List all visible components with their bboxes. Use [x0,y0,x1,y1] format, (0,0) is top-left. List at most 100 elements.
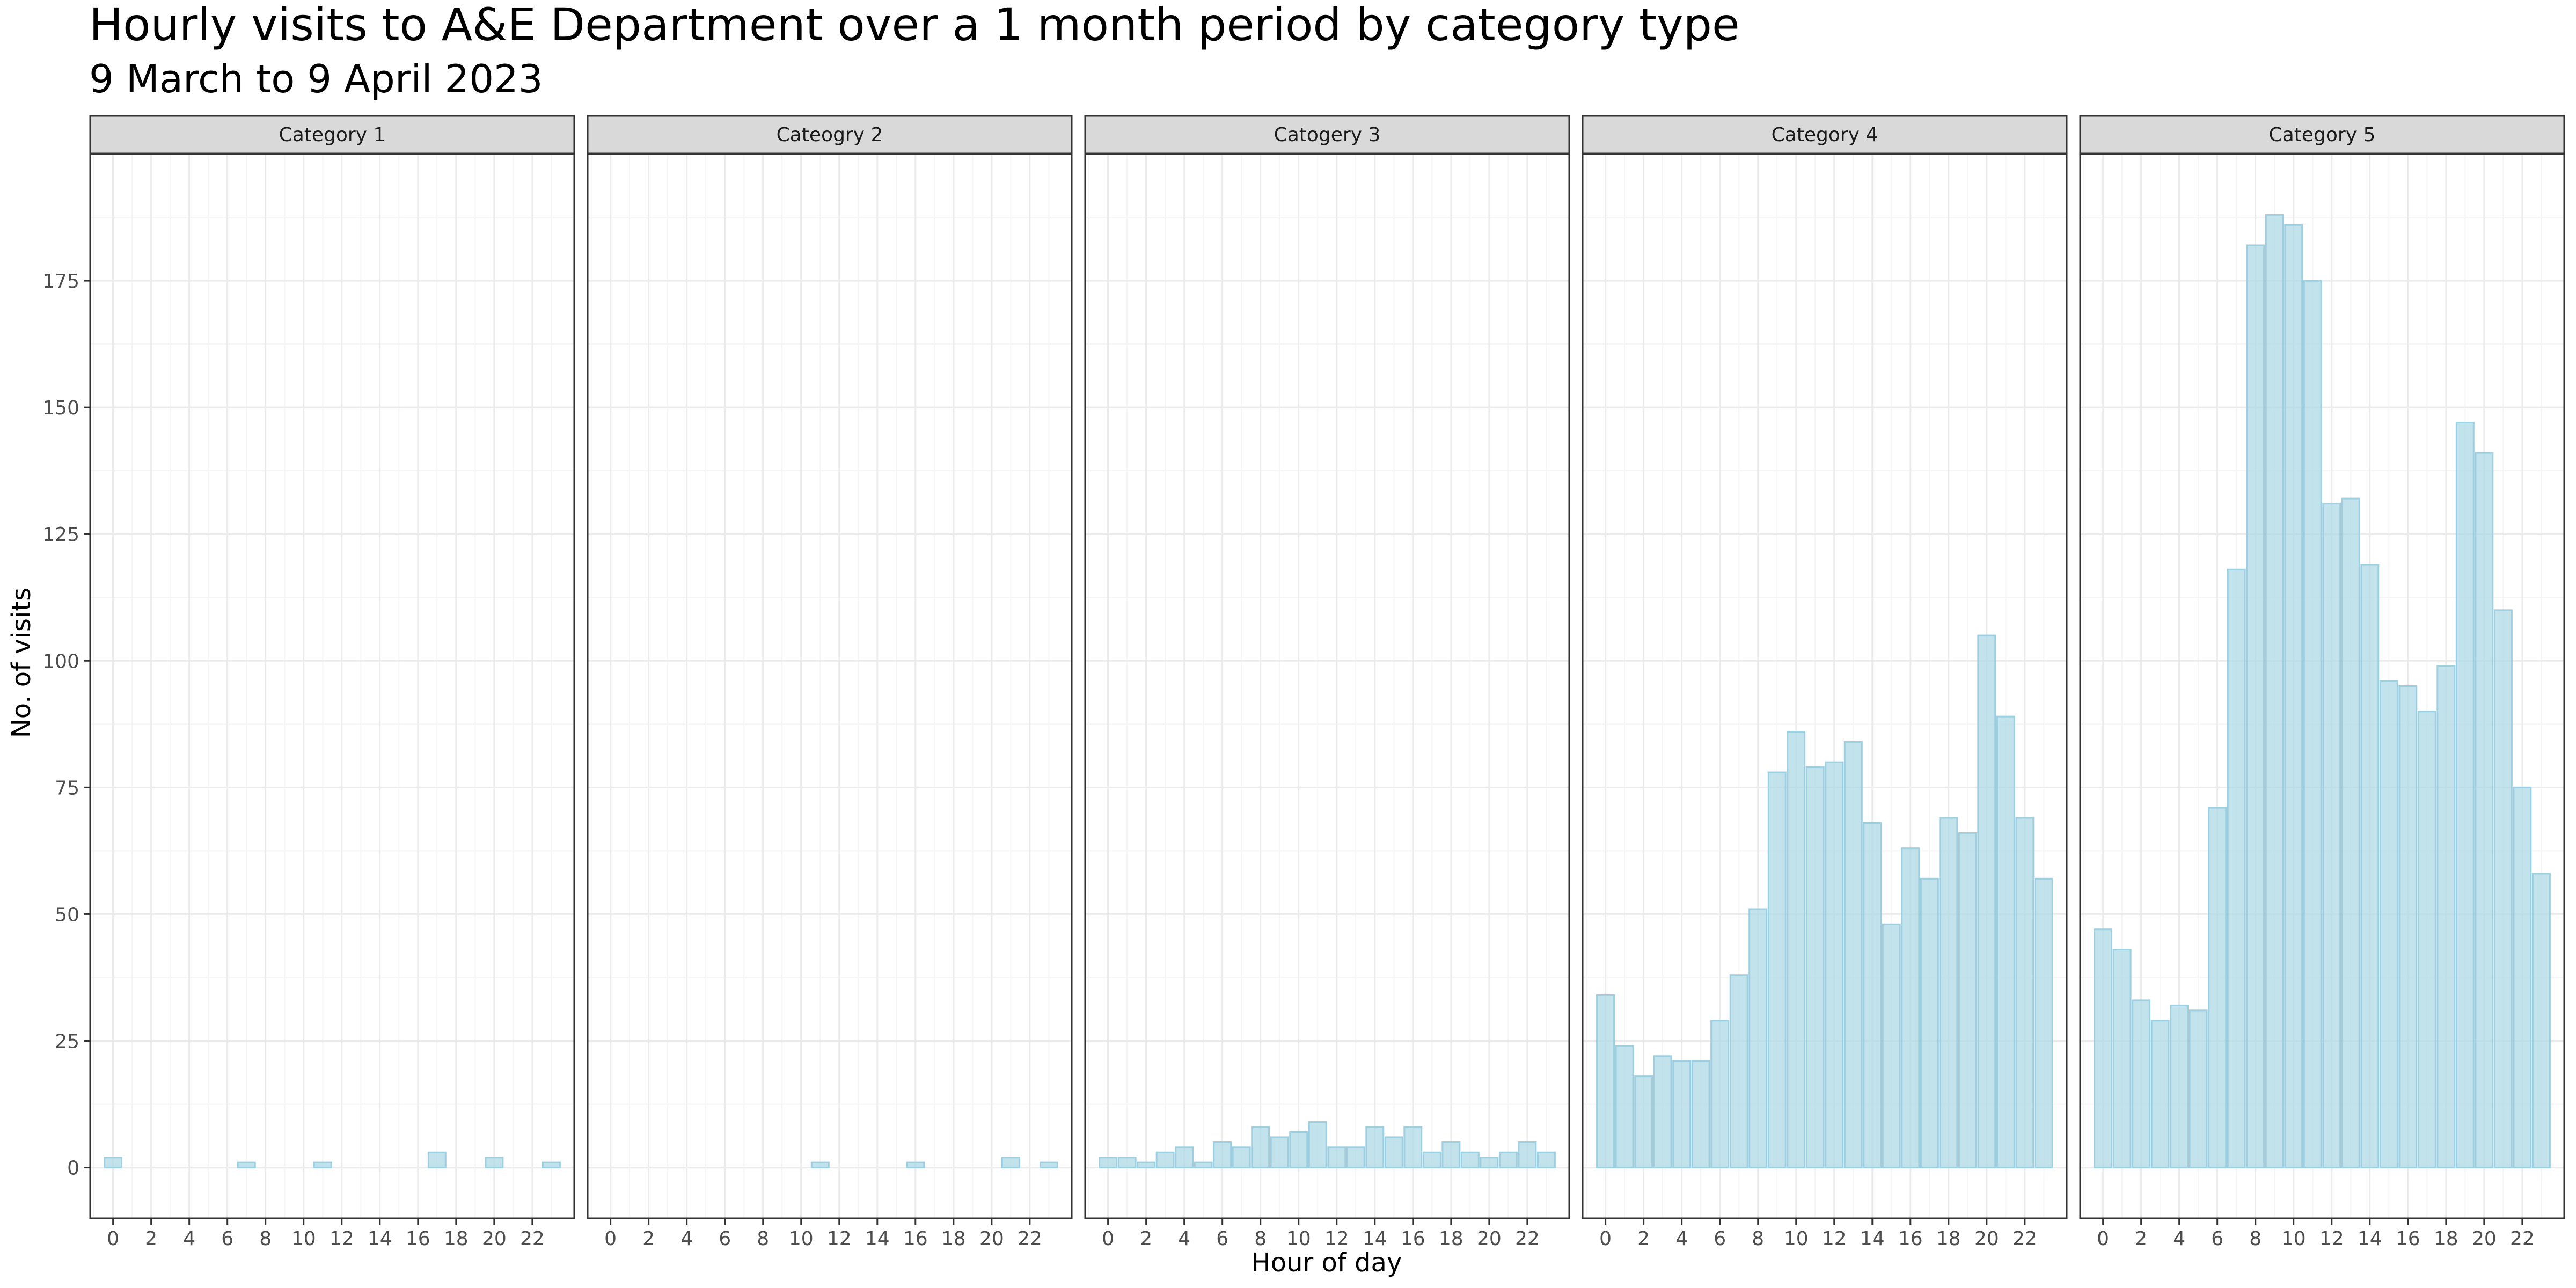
x-tick-label: 14 [368,1228,392,1250]
x-tick-label: 12 [330,1228,354,1250]
bar [2360,564,2380,1169]
bar [1441,1141,1461,1169]
bar [1882,923,1901,1169]
x-tick-label: 4 [183,1228,195,1250]
bar [1729,974,1748,1169]
bar [1099,1157,1118,1169]
bar [2132,999,2151,1169]
bar [2455,421,2475,1169]
bar [1232,1146,1251,1169]
bar [1843,741,1863,1169]
bar [2417,711,2436,1169]
bar [2265,214,2284,1169]
bar [1939,817,1958,1169]
x-tick-label: 12 [1324,1228,1349,1250]
x-tick-label: 22 [520,1228,545,1250]
bar [2475,452,2494,1169]
facet-strip [1084,115,1570,155]
bar [1365,1126,1385,1169]
x-tick-label: 6 [1714,1228,1726,1250]
facet-panel: Catogery 3 0 2 4 6 8 10 12 14 16 18 20 22 [1084,115,1570,1250]
bar [2531,873,2551,1169]
bar [1327,1146,1346,1169]
bar [1384,1136,1403,1169]
bar [1518,1141,1537,1169]
bar [2513,786,2532,1169]
bar [1596,994,1615,1169]
panel-border [89,153,575,1219]
bar [2208,807,2227,1169]
bar [1175,1146,1194,1169]
facet-strip [1582,115,2068,155]
bar [1672,1060,1692,1169]
x-tick-label: 4 [2173,1228,2185,1250]
bar [1213,1141,1232,1169]
x-tick-label: 10 [2281,1228,2306,1250]
bar [237,1161,256,1169]
x-tick-label: 4 [1178,1228,1190,1250]
facet-panels: Category 10 2 4 6 8 10 12 14 16 18 20 2202550751001… [42,115,2565,1250]
panel-border [1084,153,1570,1219]
y-tick-label: 150 [42,397,79,419]
x-tick-label: 16 [1898,1228,1923,1250]
bar [2246,244,2265,1169]
x-tick-label: 10 [291,1228,316,1250]
facet-panel: Category 5 0 2 4 6 8 10 12 14 16 18 20 22 [2079,115,2565,1250]
y-tick-label: 0 [67,1158,79,1180]
bar [541,1161,561,1169]
bar [1001,1157,1020,1169]
panel-border [587,153,1073,1219]
x-tick-label: 16 [903,1228,928,1250]
x-tick-label: 14 [2358,1228,2382,1250]
bar [1422,1151,1441,1169]
y-tick-label: 125 [42,524,79,546]
x-tick-label: 14 [1860,1228,1885,1250]
bar [1536,1151,1556,1169]
facet-strip-label: Cateogry 2 [777,124,883,146]
facet-strip-label: Category 4 [1772,124,1878,146]
x-tick-label: 4 [680,1228,693,1250]
x-tick-label: 0 [107,1228,119,1250]
bar [1920,877,1939,1169]
x-tick-label: 8 [2249,1228,2262,1250]
bar [2284,224,2303,1169]
x-tick-label: 14 [1363,1228,1387,1250]
x-tick-label: 2 [1637,1228,1650,1250]
bar [1901,847,1920,1169]
x-tick-label: 20 [2472,1228,2497,1250]
bar [2189,1009,2208,1169]
x-tick-label: 8 [259,1228,272,1250]
y-axis-title: No. of visits [6,588,36,738]
x-tick-label: 0 [2097,1228,2109,1250]
x-tick-label: 2 [642,1228,655,1250]
x-tick-label: 20 [1974,1228,1999,1250]
bar [1155,1151,1175,1169]
facet-panel: Category 4 0 2 4 6 8 10 12 14 16 18 20 22 [1582,115,2068,1250]
bar [1653,1055,1672,1169]
bar [2436,665,2456,1169]
bar [1194,1161,1213,1169]
x-tick-label: 6 [1216,1228,1228,1250]
bar [1863,822,1882,1169]
x-tick-label: 8 [1254,1228,1267,1250]
x-tick-label: 12 [827,1228,852,1250]
bar [1480,1157,1499,1169]
chart-subtitle: 9 March to 9 April 2023 [89,56,543,101]
x-tick-label: 0 [1102,1228,1114,1250]
x-tick-label: 22 [2510,1228,2535,1250]
bar [427,1151,447,1169]
x-tick-label: 18 [1936,1228,1961,1250]
x-tick-label: 0 [1599,1228,1612,1250]
bar [313,1161,332,1169]
facet-strip [587,115,1073,155]
chart-title: Hourly visits to A&E Department over a 1… [89,0,1740,51]
bar [1996,715,2015,1169]
x-tick-label: 22 [1515,1228,1540,1250]
y-tick-label: 25 [55,1031,79,1053]
bar [2322,503,2341,1169]
x-tick-label: 22 [2012,1228,2037,1250]
bar [2341,497,2360,1169]
bar [1251,1126,1270,1169]
bar [1958,832,1977,1169]
x-tick-label: 4 [1675,1228,1688,1250]
